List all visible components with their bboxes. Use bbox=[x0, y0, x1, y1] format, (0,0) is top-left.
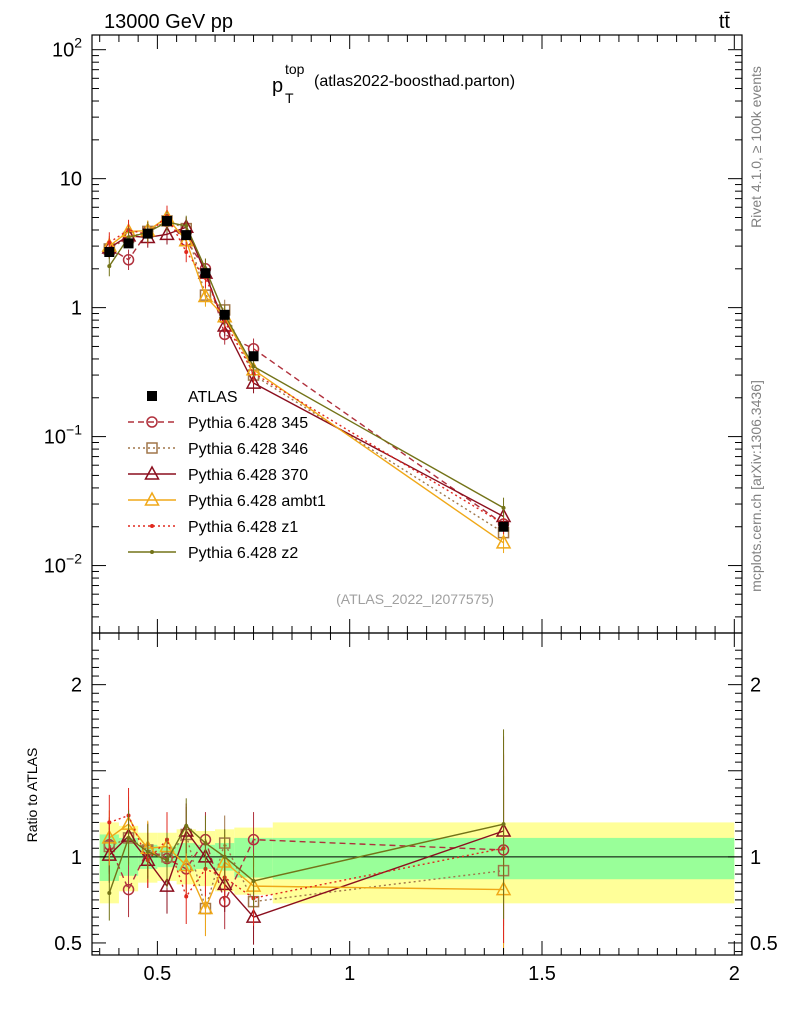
ratio-line bbox=[109, 832, 504, 912]
ratio-point bbox=[203, 841, 208, 846]
ratio-point bbox=[501, 822, 506, 827]
observable-note: (atlas2022-boosthad.parton) bbox=[314, 73, 515, 90]
ratio-point bbox=[247, 833, 260, 846]
data-point bbox=[251, 364, 256, 369]
ratio-pythia-6-428-z2 bbox=[107, 729, 506, 921]
observable-title: p T top (atlas2022-boosthad.parton) bbox=[272, 61, 515, 106]
series-line bbox=[108, 220, 504, 534]
legend-marker bbox=[147, 391, 157, 401]
ratio-point bbox=[184, 823, 189, 828]
data-point bbox=[219, 309, 230, 320]
data-point bbox=[104, 246, 115, 257]
legend-item: Pythia 6.428 345 bbox=[128, 415, 308, 432]
data-point bbox=[498, 521, 509, 532]
legend: ATLAS Pythia 6.428 345 Pythia 6.428 346 Pyt… bbox=[128, 389, 326, 562]
data-point bbox=[184, 249, 189, 254]
legend-item: Pythia 6.428 370 bbox=[128, 465, 308, 484]
legend-item: Pythia 6.428 z1 bbox=[128, 519, 298, 536]
ratio-point bbox=[184, 894, 189, 899]
observable-subscript: T bbox=[285, 90, 294, 106]
data-point bbox=[245, 374, 262, 389]
data-point bbox=[248, 351, 259, 362]
ratio-point bbox=[159, 877, 175, 892]
x-tick-label: 2 bbox=[729, 963, 740, 985]
data-point bbox=[159, 225, 175, 241]
x-tick-label: 1.5 bbox=[528, 963, 556, 985]
rivet-version-label: Rivet 4.1.0, ≥ 100k events bbox=[748, 66, 764, 228]
data-point bbox=[162, 215, 172, 226]
data-point bbox=[142, 228, 153, 239]
legend-marker bbox=[146, 416, 158, 428]
x-tick-label: 1 bbox=[344, 963, 355, 985]
data-point bbox=[495, 534, 512, 549]
energy-label: 13000 GeV pp bbox=[104, 11, 233, 33]
legend-marker bbox=[144, 491, 160, 506]
legend-marker bbox=[144, 465, 160, 480]
data-point bbox=[107, 264, 112, 269]
y-tick-label: 102 bbox=[52, 35, 82, 62]
y-tick-label: 10−1 bbox=[44, 422, 82, 449]
y-tick-label: 10−2 bbox=[44, 551, 82, 578]
legend-item: Pythia 6.428 346 bbox=[128, 441, 308, 458]
main-frame bbox=[91, 34, 743, 634]
ratio-point bbox=[197, 899, 214, 915]
ratio-point bbox=[222, 854, 227, 859]
data-point bbox=[200, 268, 211, 279]
legend-label: Pythia 6.428 346 bbox=[188, 441, 308, 458]
ratio-point bbox=[165, 858, 169, 863]
data-point bbox=[107, 240, 112, 245]
axes-layer: 10−2 10−1 1 10 102 0.5 1 1.5 2 0.5 0.5 1 1 2 2 bbox=[44, 34, 778, 985]
legend-marker bbox=[146, 442, 158, 454]
ratio-point bbox=[107, 820, 112, 825]
ratio-y-tick-label-right: 1 bbox=[750, 847, 761, 869]
legend-marker bbox=[150, 550, 154, 554]
y-tick-label: 1 bbox=[71, 298, 82, 320]
legend-label: Pythia 6.428 z1 bbox=[188, 519, 298, 536]
main-series-layer bbox=[101, 205, 512, 554]
data-point bbox=[181, 230, 192, 241]
x-tick-label: 0.5 bbox=[143, 963, 171, 985]
analysis-id: (ATLAS_2022_I2077575) bbox=[336, 591, 494, 607]
process-label: tt̄ bbox=[719, 11, 731, 33]
data-point bbox=[122, 254, 135, 266]
ratio-y-tick-label-right: 2 bbox=[750, 675, 761, 697]
ratio-y-tick-label: 2 bbox=[71, 675, 82, 697]
data-point bbox=[184, 223, 189, 228]
legend-label: Pythia 6.428 z2 bbox=[188, 545, 298, 562]
observable-superscript: top bbox=[285, 61, 305, 77]
mcplots-label: mcplots.cern.ch [arXiv:1306.3436] bbox=[748, 380, 764, 592]
legend-item: Pythia 6.428 ambt1 bbox=[128, 491, 326, 510]
ratio-y-tick-label-right: 0.5 bbox=[750, 933, 778, 955]
legend-item: Pythia 6.428 z2 bbox=[128, 545, 298, 562]
observable-symbol: p bbox=[272, 75, 283, 97]
ratio-line bbox=[109, 814, 504, 899]
ratio-point bbox=[122, 883, 135, 896]
ratio-y-tick-label: 0.5 bbox=[54, 933, 82, 955]
ratio-frame bbox=[91, 632, 743, 956]
legend-label: Pythia 6.428 370 bbox=[188, 467, 308, 484]
ratio-point bbox=[107, 891, 112, 896]
series-line bbox=[108, 221, 504, 509]
ratio-series-layer bbox=[101, 729, 512, 954]
data-point bbox=[501, 505, 506, 510]
legend-label: Pythia 6.428 ambt1 bbox=[188, 493, 326, 510]
data-point bbox=[197, 287, 214, 303]
ratio-point bbox=[251, 878, 256, 883]
legend-item-atlas: ATLAS bbox=[147, 389, 238, 406]
series-atlas bbox=[104, 215, 509, 532]
y-tick-label: 10 bbox=[60, 169, 82, 191]
data-point bbox=[123, 238, 134, 249]
ratio-point bbox=[126, 835, 131, 840]
series-pythia-6-428-345 bbox=[103, 211, 510, 535]
ratio-point bbox=[145, 849, 150, 854]
legend-label: Pythia 6.428 345 bbox=[188, 415, 308, 432]
legend-marker bbox=[150, 524, 154, 528]
ratio-y-tick-label: 1 bbox=[71, 847, 82, 869]
ratio-ylabel: Ratio to ATLAS bbox=[24, 748, 40, 843]
legend-label: ATLAS bbox=[188, 389, 238, 406]
